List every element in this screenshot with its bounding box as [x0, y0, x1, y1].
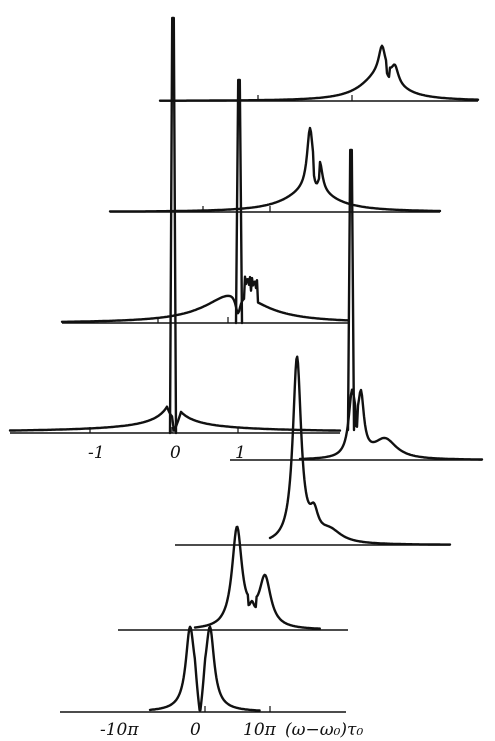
upper-trace-1 [158, 44, 480, 102]
lower-axis-label: (ω−ω₀)τ₀ [285, 720, 363, 740]
upper-trace-5-curve [298, 388, 484, 461]
upper-trace-2-curve [108, 126, 442, 213]
lower-tick-label-10pi: 10π [243, 720, 277, 740]
lower-trace-2 [118, 525, 348, 631]
lower-tick-label-minus-10pi: -10π [100, 720, 139, 740]
spike-center-0 [168, 16, 178, 435]
lower-trace-2-curve [193, 525, 321, 630]
lower-trace-3-curve [148, 625, 261, 712]
upper-trace-1-curve [158, 44, 480, 102]
spike-right [346, 148, 356, 432]
upper-trace-2 [108, 126, 442, 213]
lower-stacked-spectra [60, 355, 452, 713]
upper-trace-5 [230, 388, 484, 461]
upper-trace-3-curve [60, 275, 350, 323]
spike-center-1 [234, 78, 244, 325]
lower-trace-1 [175, 355, 452, 546]
upper-tick-label-0: 0 [170, 443, 181, 463]
upper-trace-3 [60, 275, 350, 324]
upper-stacked-spectra [8, 16, 484, 461]
lower-trace-3 [60, 625, 346, 713]
upper-tick-label-1: 1 [235, 443, 246, 463]
upper-tick-label-minus-1: -1 [88, 443, 105, 463]
lower-trace-1-curve [268, 355, 452, 546]
lower-tick-label-0: 0 [190, 720, 201, 740]
